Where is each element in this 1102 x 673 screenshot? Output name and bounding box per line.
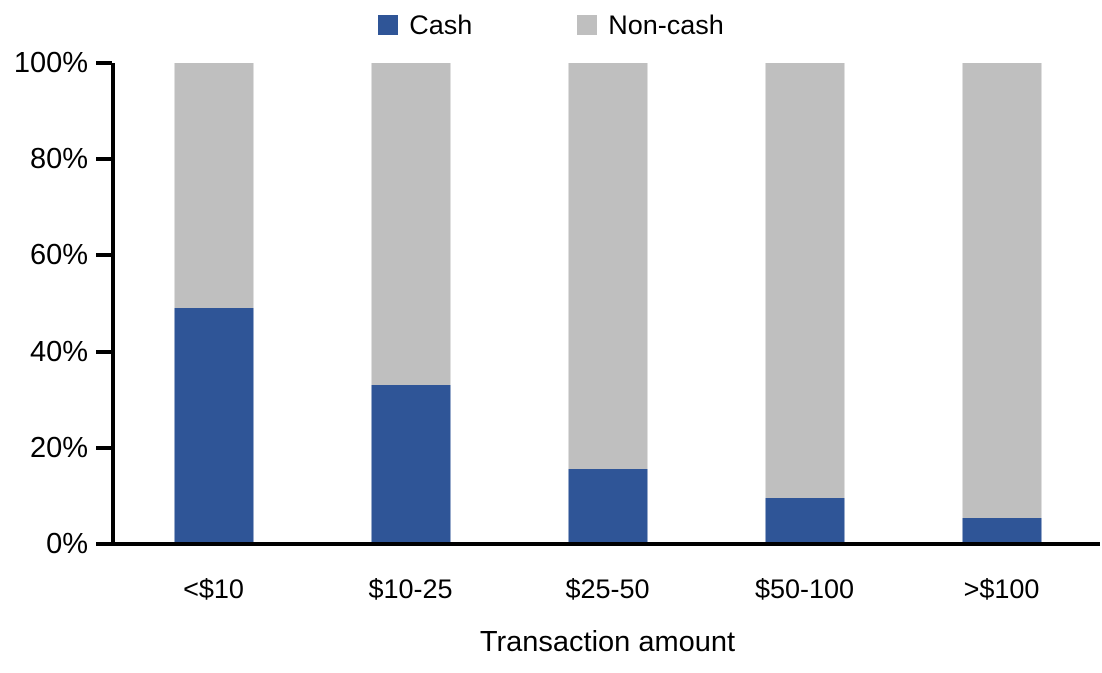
y-axis-label: 20% (29, 431, 88, 464)
bar-slot (903, 63, 1100, 544)
bar-segment-cash (765, 498, 844, 544)
bar-slot (706, 63, 903, 544)
x-axis-title: Transaction amount (479, 626, 736, 658)
y-axis-tick (96, 253, 112, 258)
y-axis-label: 60% (29, 239, 88, 272)
stacked-bar (174, 63, 253, 544)
bar-segment-noncash (174, 63, 253, 309)
bar-segment-noncash (765, 63, 844, 499)
legend-swatch-noncash-icon (577, 15, 598, 35)
chart-legend: Cash Non-cash (0, 10, 1102, 40)
y-axis-tick (96, 157, 112, 162)
legend-label-cash: Cash (409, 10, 473, 40)
y-axis-line (111, 63, 115, 546)
x-axis-line (96, 542, 1100, 546)
plot-area: 0% 20% 40% 60% 80% 100% <$10 $10-25 $25-50 $50-1… (14, 48, 1100, 604)
stacked-bar (371, 63, 450, 544)
x-axis-label: $10-25 (368, 574, 453, 604)
stacked-bar (962, 63, 1041, 544)
x-axis-label: $25-50 (565, 574, 650, 604)
x-axis-label: $50-100 (754, 574, 855, 604)
stacked-bar (765, 63, 844, 544)
bar-slot (115, 63, 312, 544)
x-axis-labels: <$10 $10-25 $25-50 $50-100 >$100 (115, 574, 1100, 604)
legend-swatch-cash-icon (378, 15, 399, 35)
x-axis-label: <$10 (183, 574, 244, 604)
x-axis-label: >$100 (963, 574, 1040, 604)
bar-segment-cash (568, 469, 647, 544)
bar-slot (312, 63, 509, 544)
y-axis-label: 40% (29, 335, 88, 368)
bars (115, 63, 1100, 544)
bar-segment-cash (962, 517, 1041, 544)
y-axis-tick (96, 445, 112, 450)
y-axis-label: 0% (46, 528, 88, 560)
legend-item-noncash: Non-cash (577, 10, 724, 40)
bar-segment-noncash (568, 63, 647, 470)
bar-segment-cash (174, 308, 253, 544)
bar-slot (509, 63, 706, 544)
legend-item-cash: Cash (378, 10, 472, 40)
stacked-bar (568, 63, 647, 544)
y-axis-label: 100% (13, 47, 88, 79)
bar-segment-cash (371, 385, 450, 544)
y-axis-tick (96, 61, 112, 65)
legend-label-noncash: Non-cash (608, 10, 724, 40)
bar-segment-noncash (371, 63, 450, 386)
y-axis-label: 80% (29, 143, 88, 176)
y-axis-tick (96, 349, 112, 354)
bar-segment-noncash (962, 63, 1041, 518)
